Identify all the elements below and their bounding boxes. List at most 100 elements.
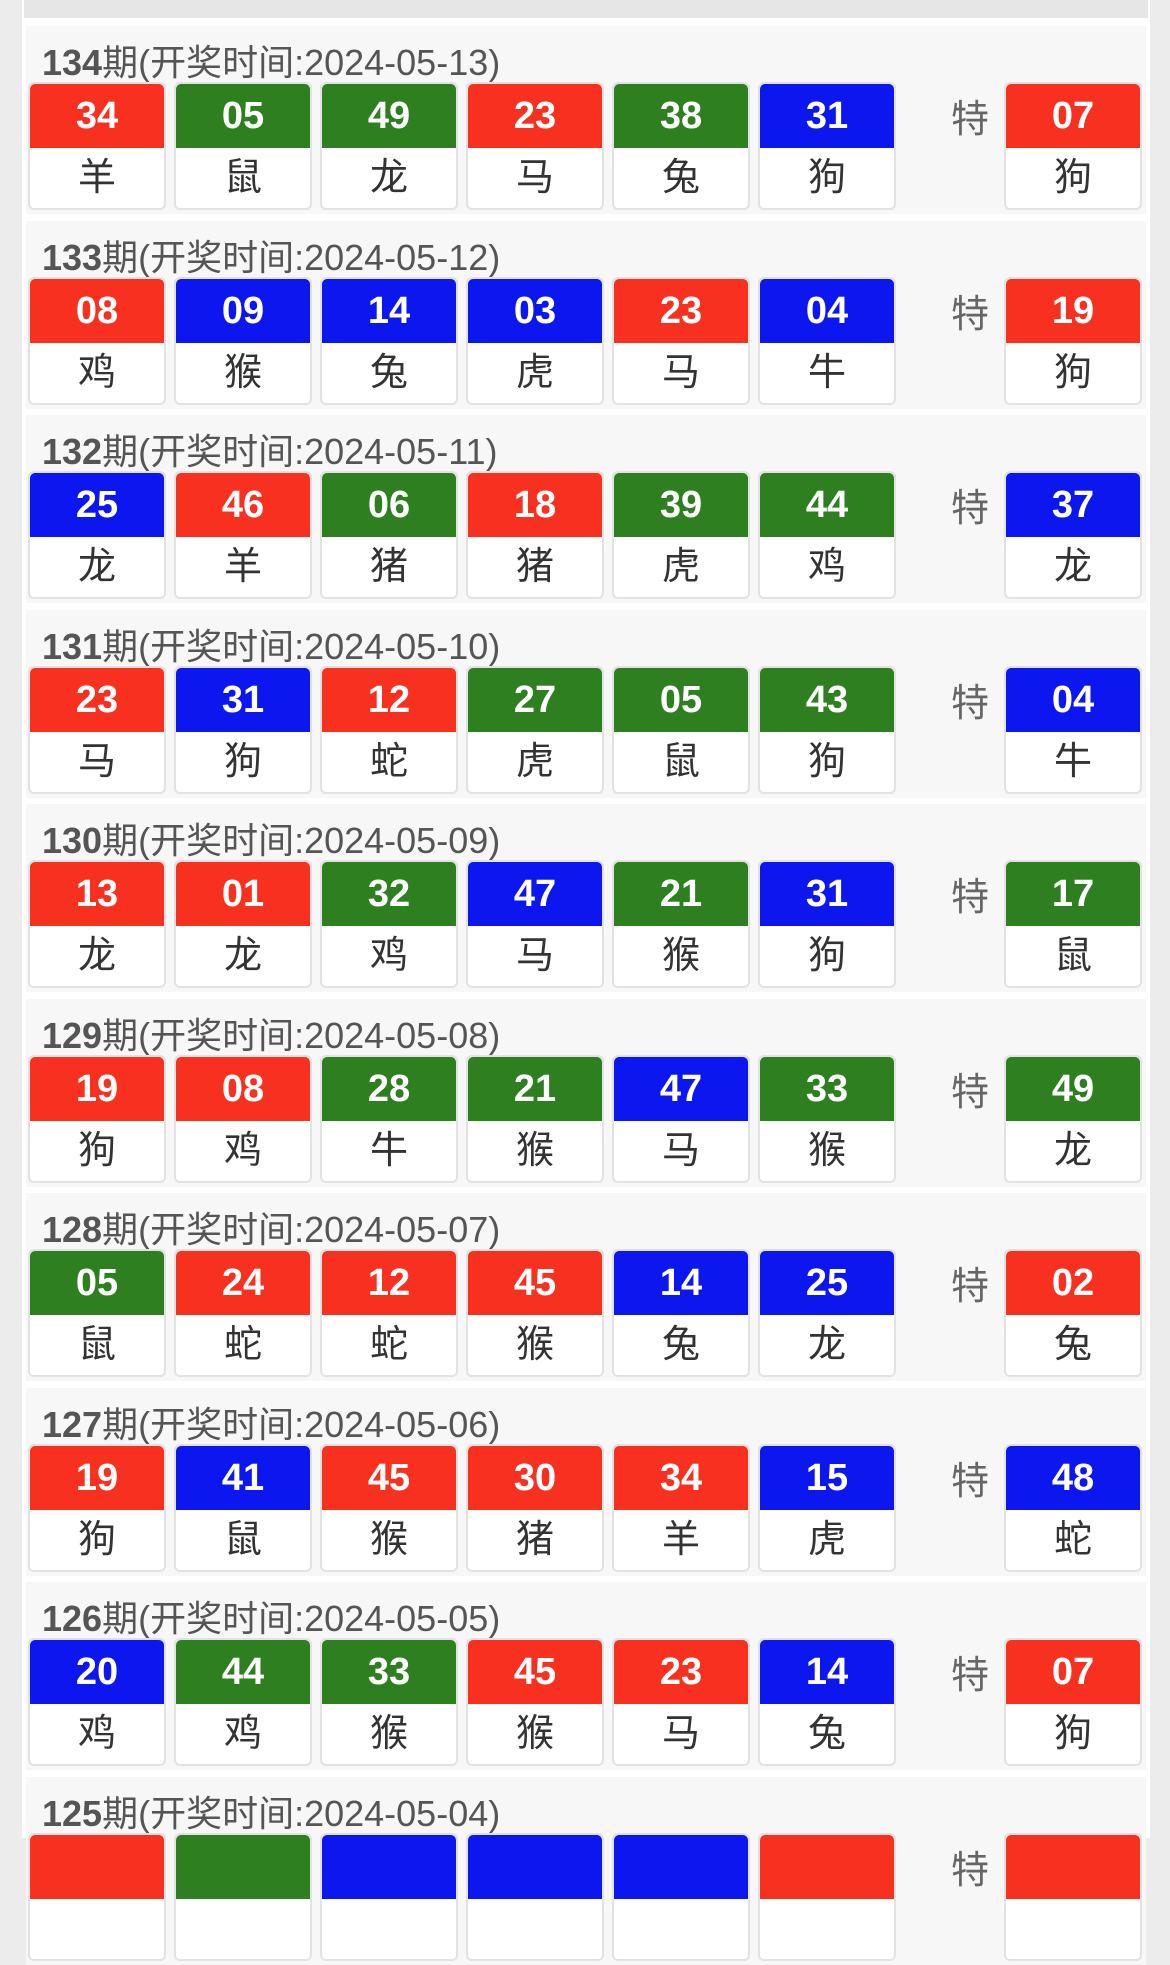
- ball-number: 09: [176, 278, 310, 343]
- ball-zodiac: 兔: [369, 351, 408, 394]
- ball-zodiac: 鼠: [1053, 935, 1092, 977]
- ball-zodiac: 鸡: [369, 935, 408, 977]
- ball-number: 32: [322, 862, 456, 926]
- ball-number: 02: [1006, 1251, 1140, 1315]
- number-ball: 13 龙: [30, 862, 164, 986]
- draw-date: (开奖时间:2024-05-06): [138, 1403, 501, 1445]
- number-ball: 21 猴: [468, 1056, 602, 1181]
- draw-row: 134期(开奖时间:2024-05-13) 34 羊 05 鼠 49 龙 23 马 38 兔 31 狗 特…: [26, 26, 1146, 214]
- ball-number: 31: [176, 667, 310, 732]
- ball-number: 18: [468, 473, 602, 537]
- ball-zodiac: 猴: [369, 1518, 408, 1561]
- number-ball: 06 猪: [322, 473, 456, 597]
- number-ball: 03 虎: [468, 278, 602, 403]
- ball-number: 01: [176, 862, 310, 926]
- ball-zodiac: 鸡: [223, 1713, 262, 1755]
- special-ball: 17 鼠: [1006, 862, 1140, 986]
- number-ball: 08 鸡: [176, 1056, 310, 1181]
- ball-number: 23: [30, 667, 164, 732]
- ball-number: 45: [468, 1640, 602, 1704]
- ball-number: [176, 1834, 310, 1899]
- ball-number: 28: [322, 1056, 456, 1121]
- draw-date: (开奖时间:2024-05-10): [138, 625, 501, 667]
- ball-number: 21: [614, 862, 748, 926]
- ball-zodiac: 牛: [807, 351, 846, 394]
- number-ball: 34 羊: [30, 84, 164, 208]
- ball-number: 23: [614, 278, 748, 343]
- number-ball: 45 猴: [468, 1251, 602, 1375]
- number-ball: 12 蛇: [322, 667, 456, 792]
- period-suffix: 期: [102, 1598, 139, 1639]
- special-ball: 49 龙: [1006, 1056, 1140, 1181]
- ball-number: 12: [322, 667, 456, 732]
- ball-number: 47: [468, 862, 602, 926]
- ball-zodiac: 狗: [807, 157, 846, 199]
- number-ball: 20 鸡: [30, 1640, 164, 1764]
- number-ball: 44 鸡: [760, 473, 894, 597]
- ball-number: 19: [1006, 278, 1140, 343]
- special-label: 特: [951, 1071, 990, 1114]
- special-label: 特: [951, 1849, 990, 1892]
- ball-number: 38: [614, 84, 748, 148]
- period-number: 125: [42, 1792, 103, 1834]
- number-ball: 15 虎: [760, 1445, 894, 1570]
- ball-zodiac: 鸡: [77, 1713, 116, 1755]
- ball-zodiac: 兔: [661, 157, 700, 199]
- number-ball: 05 鼠: [614, 667, 748, 792]
- draw-date: (开奖时间:2024-05-11): [138, 431, 498, 472]
- ball-zodiac: 马: [661, 1713, 700, 1755]
- number-ball: 28 牛: [322, 1056, 456, 1181]
- ball-zodiac: 鼠: [77, 1324, 116, 1366]
- ball-zodiac: 猴: [807, 1129, 846, 1172]
- ball-zodiac: 狗: [1053, 1713, 1092, 1755]
- number-ball: 46 羊: [176, 473, 310, 597]
- ball-number: 45: [322, 1445, 456, 1510]
- ball-zodiac: 龙: [807, 1324, 846, 1366]
- ball-zodiac: 鸡: [807, 546, 846, 588]
- number-ball: 12 蛇: [322, 1251, 456, 1375]
- draw-date: (开奖时间:2024-05-07): [138, 1209, 501, 1250]
- number-ball: 47 马: [468, 862, 602, 986]
- number-ball: 49 龙: [322, 84, 456, 208]
- ball-number: 19: [30, 1056, 164, 1121]
- ball-zodiac: 猴: [369, 1713, 408, 1755]
- top-bar: [24, 0, 1148, 18]
- ball-number: 27: [468, 667, 602, 732]
- period-number: 128: [42, 1209, 103, 1250]
- period-number: 130: [42, 820, 103, 861]
- number-ball: 05 鼠: [30, 1251, 164, 1375]
- period-number: 134: [42, 42, 103, 83]
- ball-number: 05: [176, 84, 310, 148]
- number-ball: 31 狗: [760, 84, 894, 208]
- ball-number: 30: [468, 1445, 602, 1510]
- ball-number: [1006, 1834, 1140, 1899]
- number-ball: 45 猴: [468, 1640, 602, 1764]
- period-number: 131: [42, 625, 103, 667]
- ball-zodiac: 马: [661, 351, 700, 394]
- special-label: 特: [951, 1655, 990, 1697]
- ball-zodiac: 狗: [223, 740, 262, 783]
- draw-title: 129期(开奖时间:2024-05-08): [42, 1007, 500, 1059]
- draw-row: 131期(开奖时间:2024-05-10) 23 马 31 狗 12 蛇 27 虎 05 鼠 43 狗 特…: [26, 609, 1146, 798]
- ball-zodiac: 龙: [1053, 1129, 1092, 1172]
- number-ball: 05 鼠: [176, 84, 310, 208]
- ball-number: 25: [760, 1251, 894, 1315]
- number-ball: 33 猴: [322, 1640, 456, 1764]
- ball-number: 05: [30, 1251, 164, 1315]
- period-suffix: 期: [102, 1403, 139, 1445]
- number-ball: [468, 1834, 602, 1959]
- ball-zodiac: 猴: [223, 351, 262, 394]
- ball-number: 45: [468, 1251, 602, 1315]
- ball-zodiac: 羊: [77, 157, 116, 199]
- ball-zodiac: 鼠: [223, 157, 262, 199]
- period-suffix: 期: [102, 42, 139, 83]
- period-suffix: 期: [102, 431, 139, 472]
- draw-date: (开奖时间:2024-05-05): [138, 1598, 501, 1639]
- ball-number: 49: [322, 84, 456, 148]
- ball-zodiac: 猴: [515, 1129, 554, 1172]
- ball-zodiac: 猴: [515, 1324, 554, 1366]
- number-ball: 01 龙: [176, 862, 310, 986]
- number-ball: 31 狗: [760, 862, 894, 986]
- period-suffix: 期: [102, 236, 139, 278]
- draw-title: 127期(开奖时间:2024-05-06): [42, 1396, 500, 1448]
